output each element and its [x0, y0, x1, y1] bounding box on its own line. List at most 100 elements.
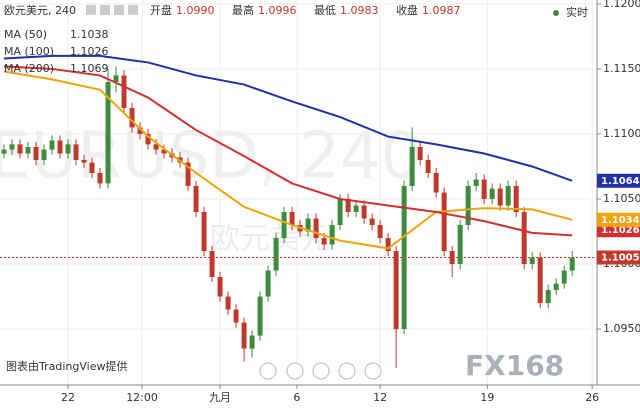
candle-body	[257, 296, 263, 336]
candle-body	[281, 212, 287, 239]
price-tag	[597, 212, 640, 227]
legend-value: 1.1038	[70, 28, 109, 41]
nav-button[interactable]	[286, 362, 304, 380]
candle-body	[185, 162, 191, 186]
header-label: 开盘	[150, 3, 172, 17]
x-tick-label: 12	[373, 391, 387, 404]
candle-body	[241, 322, 247, 349]
nav-button[interactable]	[259, 362, 277, 380]
candle-body	[457, 225, 463, 265]
y-tick-label: 1.1100	[603, 127, 640, 140]
candle-body	[305, 218, 311, 232]
candle-body	[321, 238, 327, 245]
candle-body	[481, 179, 487, 200]
candle-body	[345, 199, 351, 213]
candle-body	[313, 218, 319, 239]
candle-body	[361, 205, 367, 219]
candle-body	[521, 212, 527, 265]
candle-body	[113, 75, 119, 82]
candle-body	[25, 146, 31, 154]
candle-body	[273, 238, 279, 271]
legend-label: MA (50)	[4, 28, 47, 41]
x-tick-label: 26	[585, 391, 599, 404]
candle-body	[513, 185, 519, 213]
candle-body	[1, 149, 7, 154]
candle-body	[409, 146, 415, 186]
icon[interactable]	[128, 5, 138, 15]
header-label: 最低	[314, 4, 336, 17]
y-tick-label: 1.1200	[603, 0, 640, 10]
candle-body	[353, 205, 359, 213]
candle-body	[217, 277, 223, 297]
header-label: 收盘	[396, 3, 418, 17]
watermark-sub: 欧元美元	[210, 222, 330, 257]
nav-buttons	[259, 362, 382, 380]
candle-body	[289, 212, 295, 226]
candle-body	[161, 149, 167, 154]
x-tick-label: 22	[61, 391, 75, 404]
icon[interactable]	[100, 5, 110, 15]
candle-body	[153, 144, 159, 150]
price-tag	[597, 173, 640, 188]
candle-body	[329, 225, 335, 245]
header-value: 1.0996	[258, 4, 297, 17]
price-tag-label: 1.1005	[601, 253, 640, 264]
y-tick-label: 1.1050	[603, 192, 640, 205]
candle-body	[73, 144, 79, 160]
candle-body	[441, 192, 447, 252]
nav-button[interactable]	[312, 362, 330, 380]
candle-body	[393, 251, 399, 330]
candle-body	[41, 149, 47, 160]
realtime-dot	[553, 10, 559, 16]
price-tag-label: 1.1034	[601, 215, 640, 226]
x-tick-label: 6	[293, 391, 300, 404]
candle-body	[105, 81, 111, 184]
candle-body	[145, 133, 151, 145]
candle-body	[9, 144, 15, 150]
candle-body	[89, 162, 95, 173]
candle-body	[249, 335, 255, 349]
candle-body	[225, 296, 231, 310]
header-icons	[86, 5, 138, 15]
candle-body	[561, 270, 567, 284]
candle-body	[529, 257, 535, 265]
header-value: 1.0983	[340, 4, 379, 17]
candle-body	[33, 146, 39, 160]
icon[interactable]	[86, 5, 96, 15]
candle-body	[385, 238, 391, 252]
price-tag	[597, 250, 640, 265]
x-tick-label: 19	[480, 391, 494, 404]
candle-body	[97, 172, 103, 184]
legend-label: MA (100)	[4, 45, 54, 58]
header-label: 最高	[232, 3, 254, 17]
candle-body	[473, 179, 479, 186]
ma-line	[3, 54, 573, 182]
candle-body	[545, 290, 551, 304]
candle-body	[505, 185, 511, 206]
icon[interactable]	[114, 5, 124, 15]
logo: FX168	[465, 349, 564, 382]
y-tick-label: 1.0950	[603, 322, 640, 335]
candle-body	[433, 172, 439, 193]
plot	[0, 0, 597, 385]
candle-body	[537, 257, 543, 304]
candle-body	[57, 140, 63, 154]
ma-line	[3, 65, 573, 237]
nav-button[interactable]	[338, 362, 356, 380]
candle-body	[121, 75, 127, 108]
candle-body	[233, 309, 239, 323]
header-value: 1.0987	[422, 4, 461, 17]
candle-body	[465, 185, 471, 226]
nav-button[interactable]	[364, 362, 382, 380]
legend-label: MA (200)	[4, 62, 54, 75]
candle-body	[425, 159, 431, 173]
x-tick-label: 12:00	[126, 391, 158, 404]
candle-body	[137, 127, 143, 134]
candle-body	[337, 199, 343, 226]
candle-body	[65, 144, 71, 154]
realtime-label: 实时	[566, 5, 588, 19]
credit: 图表由TradingView提供	[6, 359, 127, 373]
ma-line	[3, 70, 573, 250]
candle-body	[553, 283, 559, 291]
